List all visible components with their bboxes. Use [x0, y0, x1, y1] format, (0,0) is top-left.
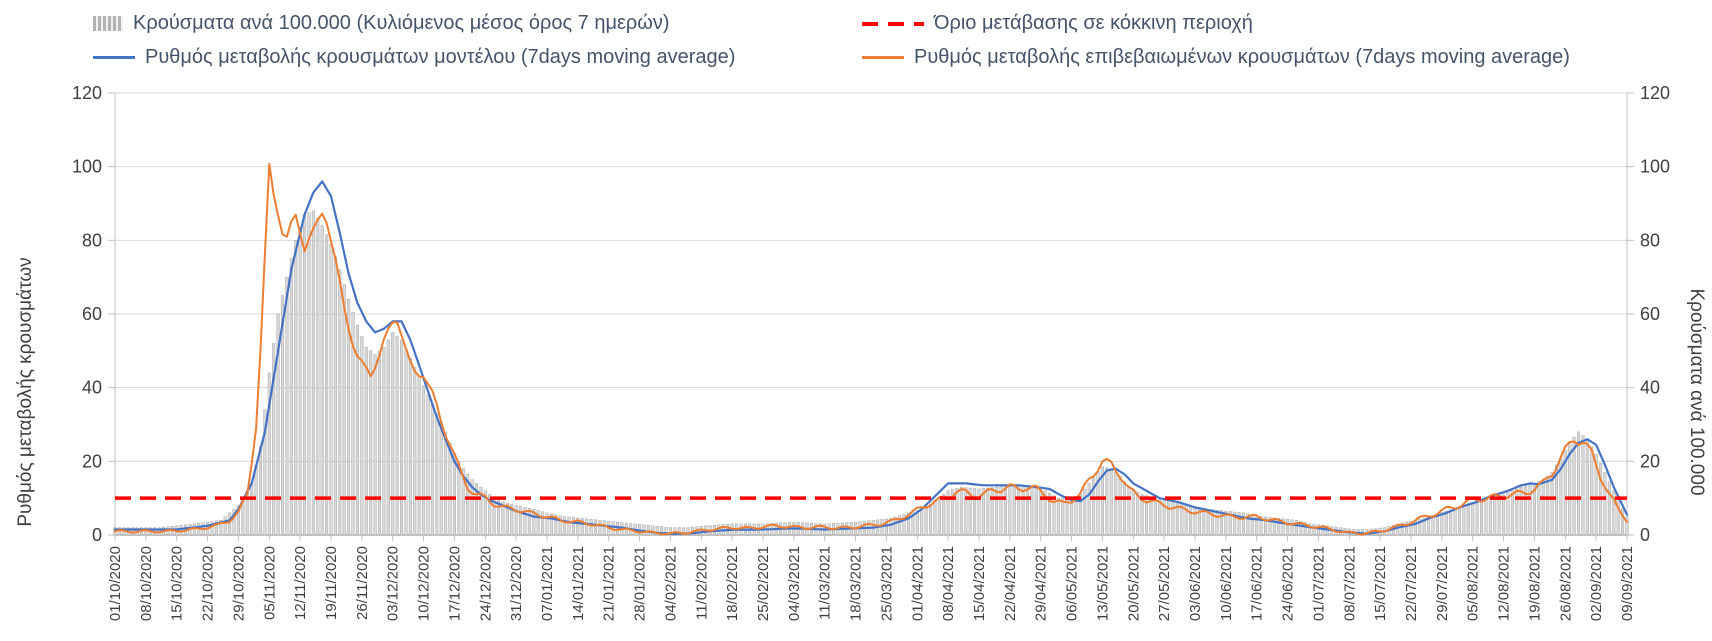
svg-text:07/01/2021: 07/01/2021	[539, 546, 556, 621]
svg-text:22/10/2020: 22/10/2020	[200, 546, 217, 621]
confirmed-line-icon	[862, 56, 904, 59]
svg-text:0: 0	[1640, 525, 1650, 545]
svg-text:28/01/2021: 28/01/2021	[632, 546, 649, 621]
svg-text:04/02/2021: 04/02/2021	[662, 546, 679, 621]
chart-legend: Κρούσματα ανά 100.000 (Κυλιόμενος μέσος …	[0, 0, 1712, 78]
svg-text:40: 40	[82, 378, 102, 398]
legend-item-cases-per-100k: Κρούσματα ανά 100.000 (Κυλιόμενος μέσος …	[93, 12, 670, 35]
svg-text:20: 20	[82, 451, 102, 471]
svg-text:12/11/2020: 12/11/2020	[292, 546, 309, 620]
confirmed-rate-line	[114, 163, 1628, 536]
svg-text:01/10/2020: 01/10/2020	[107, 546, 124, 621]
svg-text:19/11/2020: 19/11/2020	[323, 546, 340, 620]
svg-text:18/02/2021: 18/02/2021	[724, 546, 741, 621]
svg-text:26/08/2021: 26/08/2021	[1557, 546, 1574, 621]
svg-text:26/11/2020: 26/11/2020	[354, 546, 371, 620]
svg-text:13/05/2021: 13/05/2021	[1094, 546, 1111, 621]
svg-text:10/12/2020: 10/12/2020	[416, 546, 433, 621]
svg-text:24/06/2021: 24/06/2021	[1280, 546, 1297, 621]
svg-text:11/03/2021: 11/03/2021	[817, 546, 834, 620]
svg-text:25/02/2021: 25/02/2021	[755, 546, 772, 621]
svg-text:22/04/2021: 22/04/2021	[1002, 546, 1019, 621]
svg-text:05/08/2021: 05/08/2021	[1465, 546, 1482, 621]
svg-text:80: 80	[1640, 230, 1660, 250]
svg-text:17/06/2021: 17/06/2021	[1249, 546, 1266, 621]
svg-text:17/12/2020: 17/12/2020	[446, 546, 463, 621]
svg-text:20: 20	[1640, 451, 1660, 471]
svg-text:19/08/2021: 19/08/2021	[1526, 546, 1543, 621]
svg-text:14/01/2021: 14/01/2021	[570, 546, 587, 621]
svg-text:12/08/2021: 12/08/2021	[1496, 546, 1513, 621]
threshold-dash-icon	[862, 21, 924, 26]
svg-text:25/03/2021: 25/03/2021	[878, 546, 895, 621]
svg-text:01/04/2021: 01/04/2021	[909, 546, 926, 621]
bars-swatch-icon	[93, 16, 123, 31]
svg-text:80: 80	[82, 230, 102, 250]
svg-text:29/10/2020: 29/10/2020	[230, 546, 247, 621]
chart-canvas: 0 0 20 20 40 40 60 60 80 80 100 100 120 120 01/10/2020…	[72, 83, 1670, 621]
svg-text:02/09/2021: 02/09/2021	[1588, 546, 1605, 621]
svg-text:40: 40	[1640, 378, 1660, 398]
svg-text:0: 0	[92, 525, 102, 545]
svg-text:18/03/2021: 18/03/2021	[848, 546, 865, 621]
svg-text:15/10/2020: 15/10/2020	[169, 546, 186, 621]
svg-text:03/12/2020: 03/12/2020	[385, 546, 402, 621]
svg-text:04/03/2021: 04/03/2021	[786, 546, 803, 621]
svg-text:22/07/2021: 22/07/2021	[1403, 546, 1420, 621]
cases-bars-group	[113, 210, 1629, 536]
svg-text:15/07/2021: 15/07/2021	[1372, 546, 1389, 621]
svg-text:08/10/2020: 08/10/2020	[138, 546, 155, 621]
model-line-icon	[93, 56, 135, 59]
legend-label-model-rate: Ρυθμός μεταβολής κρουσμάτων μοντέλου (7d…	[145, 46, 736, 68]
legend-label-cases-per-100k: Κρούσματα ανά 100.000 (Κυλιόμενος μέσος …	[133, 12, 670, 34]
legend-item-model-rate: Ρυθμός μεταβολής κρουσμάτων μοντέλου (7d…	[93, 46, 735, 69]
legend-item-confirmed-rate: Ρυθμός μεταβολής επιβεβαιωμένων κρουσμάτ…	[862, 46, 1570, 69]
legend-item-red-zone-threshold: Όριο μετάβασης σε κόκκινη περιοχή	[862, 12, 1253, 35]
svg-text:03/06/2021: 03/06/2021	[1187, 546, 1204, 621]
svg-text:06/05/2021: 06/05/2021	[1064, 546, 1081, 621]
right-axis-title: Κρούσματα ανά 100.000	[1686, 288, 1707, 496]
svg-text:10/06/2021: 10/06/2021	[1218, 546, 1235, 621]
svg-text:20/05/2021: 20/05/2021	[1125, 546, 1142, 621]
svg-text:60: 60	[82, 304, 102, 324]
svg-text:60: 60	[1640, 304, 1660, 324]
svg-text:08/04/2021: 08/04/2021	[940, 546, 957, 621]
legend-label-confirmed-rate: Ρυθμός μεταβολής επιβεβαιωμένων κρουσμάτ…	[914, 46, 1570, 68]
svg-text:100: 100	[72, 157, 102, 177]
svg-text:120: 120	[72, 83, 102, 103]
chart-area: 0 0 20 20 40 40 60 60 80 80 100 100 120 120 01/10/2020…	[0, 78, 1712, 641]
svg-text:29/04/2021: 29/04/2021	[1033, 546, 1050, 621]
x-axis-labels: 01/10/2020 08/10/2020 15/10/2020 22/10/2020…	[107, 535, 1636, 621]
svg-text:21/01/2021: 21/01/2021	[601, 546, 618, 621]
model-rate-line	[113, 180, 1629, 535]
svg-text:27/05/2021: 27/05/2021	[1156, 546, 1173, 621]
svg-text:15/04/2021: 15/04/2021	[971, 546, 988, 621]
left-axis-title: Ρυθμός μεταβολής κρουσμάτων	[15, 257, 36, 527]
svg-text:29/07/2021: 29/07/2021	[1434, 546, 1451, 621]
y-axis-labels: 0 0 20 20 40 40 60 60 80 80 100 100 120 120	[72, 83, 1670, 545]
svg-text:01/07/2021: 01/07/2021	[1310, 546, 1327, 621]
svg-text:120: 120	[1640, 83, 1670, 103]
svg-text:100: 100	[1640, 157, 1670, 177]
svg-text:31/12/2020: 31/12/2020	[508, 546, 525, 621]
svg-text:08/07/2021: 08/07/2021	[1341, 546, 1358, 621]
svg-text:11/02/2021: 11/02/2021	[693, 546, 710, 620]
svg-text:05/11/2020: 05/11/2020	[261, 546, 278, 620]
svg-text:09/09/2021: 09/09/2021	[1619, 546, 1636, 621]
svg-text:24/12/2020: 24/12/2020	[477, 546, 494, 621]
legend-label-red-zone-threshold: Όριο μετάβασης σε κόκκινη περιοχή	[934, 12, 1253, 34]
